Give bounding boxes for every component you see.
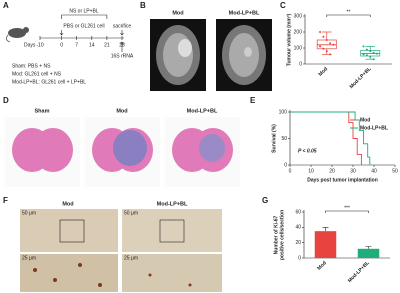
caption: Mod-LP+BL [187, 108, 218, 114]
point [329, 42, 332, 45]
day: 14 [89, 42, 95, 48]
survival-line [290, 111, 362, 165]
day: 7 [75, 42, 78, 48]
x-tick-label: 30 [350, 168, 356, 174]
bar [314, 231, 337, 258]
error-bar [322, 227, 329, 232]
y-axis-label: Number of Ki-67 [273, 215, 279, 254]
y-tick-label: 0 [299, 61, 302, 67]
point [372, 51, 375, 54]
group: Sham: PBS + NS [12, 63, 51, 69]
panel-label: A [3, 1, 9, 10]
y-tick-label: 0 [298, 255, 301, 261]
scale-label: 25 μm [22, 255, 36, 261]
x-tick-label: 50 [392, 168, 398, 174]
significance-bracket [326, 14, 371, 17]
caption: Mod-LP+BL [229, 10, 260, 16]
panel-label: C [280, 1, 286, 10]
panel-label: E [250, 96, 256, 105]
point [322, 35, 325, 38]
point [375, 52, 378, 55]
sacrifice-label: sacrifice [113, 23, 132, 29]
significance-bracket [325, 210, 369, 213]
caption: Sham [35, 108, 50, 114]
x-tick-label: Mod-LP+BL [349, 66, 373, 90]
survival-line [290, 111, 371, 165]
day: 21 [104, 42, 110, 48]
y-tick-label: 20 [295, 240, 301, 246]
caption: Mod [116, 108, 127, 114]
significance-label: *** [344, 205, 350, 211]
point [325, 50, 328, 53]
significance-label: ** [347, 9, 351, 15]
caption: Mod [62, 201, 73, 207]
y-tick-label: 0 [284, 162, 287, 168]
point [332, 43, 335, 46]
point [322, 47, 325, 50]
scale-label: 50 μm [124, 210, 138, 216]
x-tick-label: 20 [329, 168, 335, 174]
scale-label: 25 μm [124, 255, 138, 261]
legend-label: Mod [360, 117, 370, 123]
point [365, 54, 368, 57]
scale-label: 50 μm [22, 210, 36, 216]
x-tick-label: 10 [308, 168, 314, 174]
bar [357, 248, 380, 258]
point [325, 39, 328, 41]
panel-label: G [262, 196, 268, 205]
point [329, 53, 332, 56]
x-tick-label: Mod [318, 66, 330, 78]
day: -10 [36, 42, 43, 48]
y-tick-label: 50 [281, 136, 287, 142]
inoculation-label: PBS or GL261 cell [63, 23, 104, 29]
y-tick-label: 300 [294, 13, 303, 19]
brain-section [5, 117, 240, 187]
caption: Mod-LP+BL [157, 201, 188, 207]
y-tick-label: 60 [295, 209, 301, 215]
panel-label: B [140, 1, 146, 10]
y-axis-label: Survival (%) [271, 124, 277, 153]
assay-label: 16S rRNA [111, 53, 134, 59]
p-value: P < 0.05 [298, 148, 317, 154]
point [365, 48, 368, 51]
group: Mod: GL261 cell + NS [12, 71, 62, 77]
ihc-image [20, 209, 222, 292]
panel-label: F [3, 196, 8, 205]
point [362, 45, 365, 48]
point [319, 31, 322, 33]
days-label: Days [24, 42, 36, 48]
mouse-icon [6, 27, 29, 43]
y-tick-label: 200 [294, 29, 303, 35]
x-tick-label: Mod [316, 260, 328, 272]
treatment-label: NS or LP+BL [69, 8, 99, 14]
group: Mod-LP+BL: GL261 cell + LP+BL [12, 79, 86, 85]
mri-image [150, 19, 272, 91]
y-axis-label: Tumour volume (mm³) [286, 13, 292, 66]
legend-label: Mod-LP+BL [360, 125, 388, 131]
point [319, 45, 322, 48]
point [362, 53, 365, 56]
error-bar [365, 246, 372, 249]
y-tick-label: 40 [295, 225, 301, 231]
x-tick-label: 40 [371, 168, 377, 174]
caption: Mod [172, 10, 183, 16]
x-tick-label: Mod-LP+BL [347, 260, 371, 284]
x-tick-label: 0 [289, 168, 292, 174]
y-tick-label: 100 [294, 45, 303, 51]
x-axis-label: Days post tumor implantation [307, 177, 378, 183]
point [369, 50, 372, 53]
panel-label: D [3, 96, 9, 105]
day: 0 [60, 42, 63, 48]
point [369, 55, 372, 58]
y-axis-label: positive cells/section [279, 210, 285, 260]
day: 28 [119, 42, 125, 48]
point [372, 58, 375, 61]
y-tick-label: 100 [279, 109, 288, 115]
timeline [39, 14, 124, 52]
